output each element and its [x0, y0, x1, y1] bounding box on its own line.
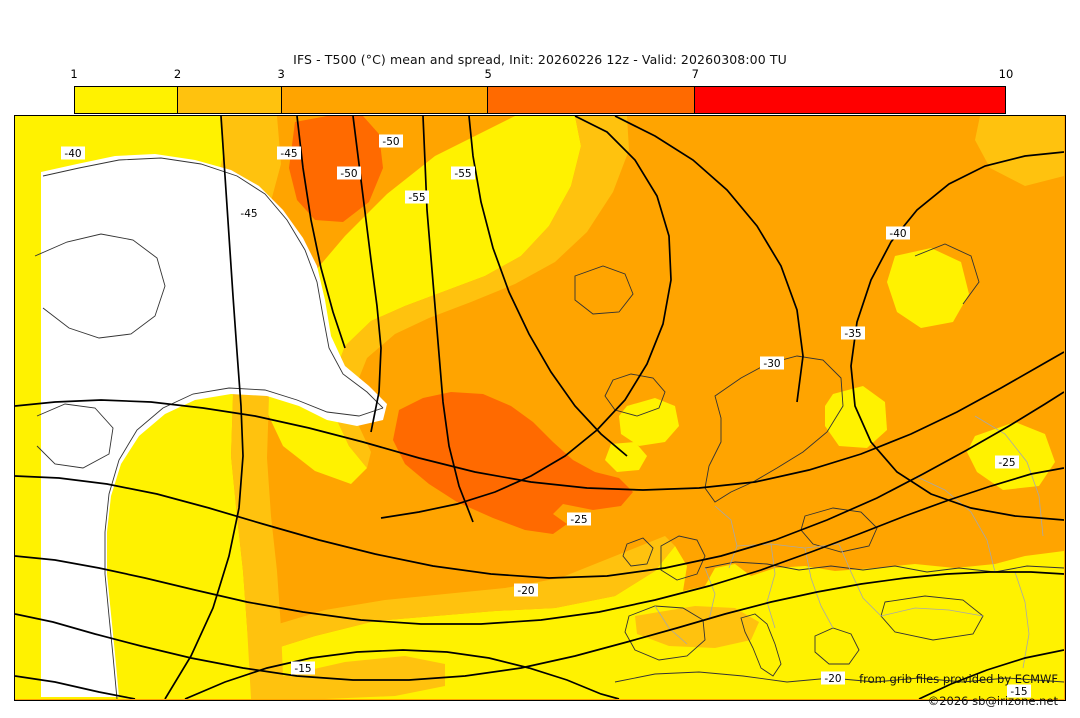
- contour-label: -50: [337, 166, 361, 180]
- svg-text:-20: -20: [824, 673, 841, 685]
- fill-dark-orange-core: [289, 116, 633, 534]
- svg-text:-55: -55: [454, 168, 471, 180]
- contour-label: -15: [1007, 684, 1031, 698]
- map-panel[interactable]: -40 -45 -50 -45 -50 -55 -55 -40 -35 -30 -25 -25 -20 -…: [14, 115, 1066, 701]
- svg-text:-20: -20: [517, 585, 534, 597]
- contour-label: -20: [514, 583, 538, 597]
- contour-label: -20: [821, 671, 845, 685]
- svg-text:-40: -40: [889, 228, 906, 240]
- colorbar-tick-7: 7: [691, 67, 699, 81]
- copyright-credit: ©2026 sb@irizone.net: [927, 694, 1058, 708]
- contour-label: -55: [451, 166, 475, 180]
- contour-label: -25: [567, 512, 591, 526]
- svg-text:-25: -25: [998, 457, 1015, 469]
- spread-colorbar[interactable]: [74, 86, 1006, 114]
- contour-label-group: -40 -45 -50 -45 -50 -55 -55 -40 -35 -30 -25 -25 -20 -…: [61, 134, 1031, 698]
- svg-text:-15: -15: [1010, 686, 1027, 698]
- contour-label: -50: [379, 134, 403, 148]
- svg-text:-55: -55: [408, 192, 425, 204]
- colorbar-tick-10: 10: [998, 67, 1014, 81]
- isotherm-contours: [15, 116, 1064, 699]
- colorbar-tick-5: 5: [484, 67, 492, 81]
- source-credit: from grib files provided by ECMWF: [859, 672, 1058, 686]
- contour-label: -40: [61, 146, 85, 160]
- contour-label: -35: [841, 326, 865, 340]
- svg-text:-40: -40: [64, 148, 81, 160]
- contour-label: -15: [291, 661, 315, 675]
- svg-text:-50: -50: [340, 168, 357, 180]
- contour-label: -45: [277, 146, 301, 160]
- colorbar-segment-3-5: [281, 87, 489, 113]
- colorbar-tick-2: 2: [173, 67, 182, 81]
- svg-text:-15: -15: [294, 663, 311, 675]
- contour-label: -40: [886, 226, 910, 240]
- svg-text:-25: -25: [570, 514, 587, 526]
- svg-text:-45: -45: [240, 208, 257, 220]
- page-title: IFS - T500 (°C) mean and spread, Init: 2…: [293, 52, 787, 67]
- fill-nodata-white: [41, 154, 387, 697]
- colorbar-segment-5-7: [488, 87, 695, 113]
- colorbar-segment-2-3: [178, 87, 282, 113]
- svg-text:-50: -50: [382, 136, 399, 148]
- svg-text:-35: -35: [844, 328, 861, 340]
- contour-label: -25: [995, 455, 1019, 469]
- colorbar-tick-1: 1: [70, 67, 78, 81]
- colorbar-segment-7-10: [694, 87, 1005, 113]
- colorbar-tick-3: 3: [277, 67, 285, 81]
- svg-text:-45: -45: [280, 148, 297, 160]
- colorbar-container: 1 2 3 5 7 10: [70, 67, 1013, 114]
- contour-label: -55: [405, 190, 429, 204]
- contour-label: -45: [237, 206, 261, 220]
- svg-text:-30: -30: [763, 358, 780, 370]
- colorbar-segment-1-2: [75, 87, 179, 113]
- weather-map-svg: -40 -45 -50 -45 -50 -55 -55 -40 -35 -30 -25 -25 -20 -…: [15, 116, 1064, 699]
- contour-label: -30: [760, 356, 784, 370]
